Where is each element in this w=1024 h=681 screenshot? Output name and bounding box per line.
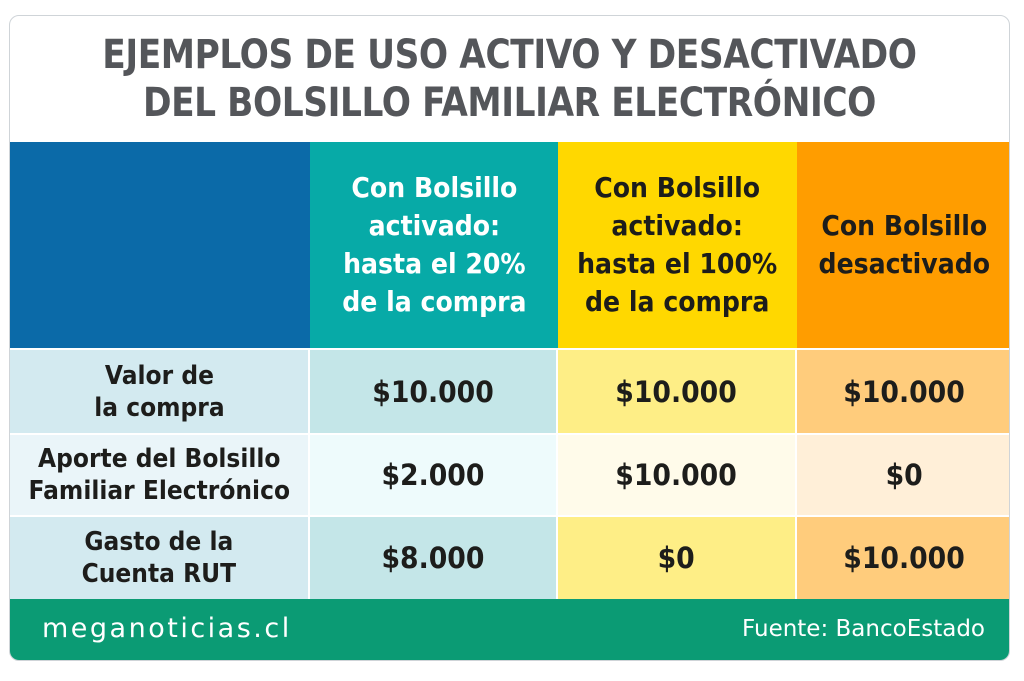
cell-value-text: $0	[885, 458, 923, 492]
row-label-text: Aporte del Bolsillo Familiar Electrónico	[28, 444, 290, 506]
cell-value-text: $10.000	[372, 374, 494, 409]
row-label: Gasto de la Cuenta RUT	[10, 515, 310, 599]
cell-value-text: $0	[657, 541, 696, 575]
column-header-activado-100: Con Bolsillo activado: hasta el 100% de …	[558, 142, 797, 348]
infographic-card: EJEMPLOS DE USO ACTIVO Y DESACTIVADO DEL…	[9, 15, 1010, 661]
table-cell-value: $8.000	[310, 515, 558, 599]
site-name: meganoticias.cl	[42, 613, 292, 644]
cell-value-text: $10.000	[843, 374, 965, 409]
column-header-label: Con Bolsillo activado: hasta el 100% de …	[577, 171, 778, 318]
table-cell-value: $10.000	[310, 348, 558, 433]
table-cell-value: $10.000	[797, 515, 1009, 599]
comparison-table: Con Bolsillo activado: hasta el 20% de l…	[10, 142, 1009, 599]
row-label-text: Gasto de la Cuenta RUT	[81, 527, 237, 589]
column-header-label: Con Bolsillo activado: hasta el 20% de l…	[341, 171, 527, 318]
column-header-corner	[10, 142, 310, 348]
footer-bar: meganoticias.cl Fuente: BancoEstado	[10, 599, 1009, 660]
table-cell-value: $10.000	[558, 348, 797, 433]
column-header-activado-20: Con Bolsillo activado: hasta el 20% de l…	[310, 142, 558, 348]
table-cell-value: $2.000	[310, 433, 558, 515]
infographic-title: EJEMPLOS DE USO ACTIVO Y DESACTIVADO DEL…	[10, 16, 1009, 142]
source-credit: Fuente: BancoEstado	[742, 616, 985, 642]
column-header-desactivado: Con Bolsillo desactivado	[797, 142, 1009, 348]
cell-value-text: $10.000	[615, 374, 738, 409]
table-cell-value: $10.000	[558, 433, 797, 515]
column-header-label: Con Bolsillo desactivado	[818, 209, 990, 280]
cell-value-text: $2.000	[381, 458, 485, 492]
table-cell-value: $10.000	[797, 348, 1009, 433]
title-text: EJEMPLOS DE USO ACTIVO Y DESACTIVADO DEL…	[102, 32, 917, 126]
row-label: Aporte del Bolsillo Familiar Electrónico	[10, 433, 310, 515]
row-label-text: Valor de la compra	[93, 360, 225, 423]
table-cell-value: $0	[558, 515, 797, 599]
cell-value-text: $10.000	[615, 458, 738, 492]
cell-value-text: $8.000	[381, 541, 485, 575]
table-cell-value: $0	[797, 433, 1009, 515]
row-label: Valor de la compra	[10, 348, 310, 433]
cell-value-text: $10.000	[843, 541, 965, 575]
